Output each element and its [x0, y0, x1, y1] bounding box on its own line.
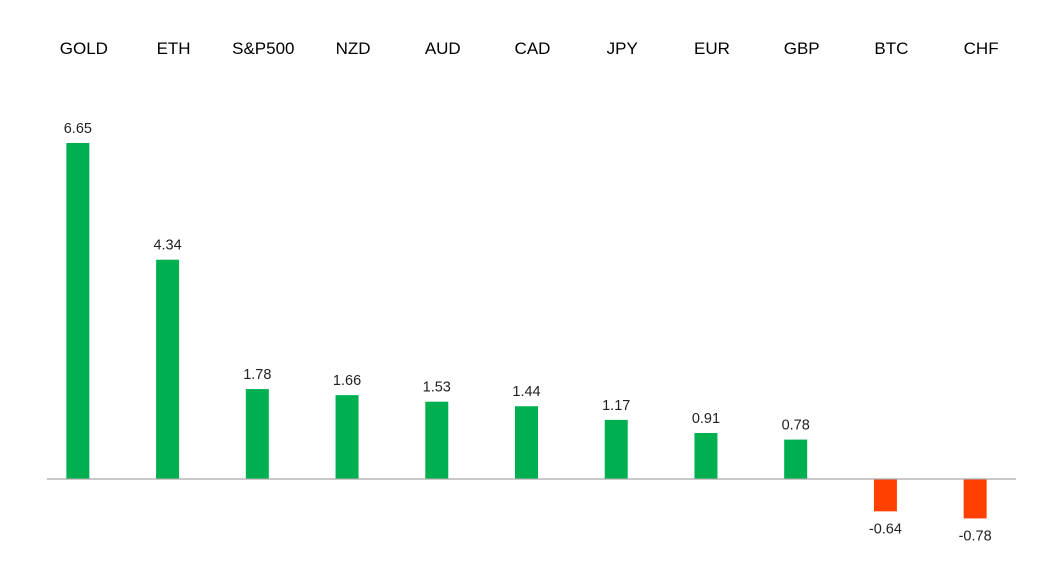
bar-sandp500	[245, 389, 269, 479]
value-label-aud: 1.53	[423, 380, 451, 396]
category-label-aud: AUD	[425, 39, 461, 58]
category-label-sandp500: S&P500	[232, 39, 294, 58]
value-label-chf: -0.78	[959, 528, 992, 544]
bar-btc	[873, 479, 897, 512]
bar-eur	[694, 433, 718, 479]
bars	[66, 143, 987, 519]
value-label-jpy: 1.17	[602, 398, 630, 414]
bar-aud	[425, 401, 449, 479]
category-label-jpy: JPY	[607, 39, 638, 58]
value-label-btc: -0.64	[869, 521, 902, 537]
value-labels: 6.65 4.34 1.78 1.66 1.53 1.44 1.17 0.91 0.78 -0.6…	[64, 121, 992, 544]
bar-nzd	[335, 395, 359, 479]
category-label-cad: CAD	[515, 39, 551, 58]
value-label-eth: 4.34	[153, 238, 181, 254]
category-label-gold: GOLD	[60, 39, 108, 58]
value-label-eur: 0.91	[692, 411, 720, 427]
value-label-gbp: 0.78	[782, 418, 810, 434]
bar-gold	[66, 143, 90, 479]
category-label-gbp: GBP	[784, 39, 820, 58]
value-label-cad: 1.44	[512, 384, 540, 400]
bar-jpy	[604, 419, 628, 479]
category-label-nzd: NZD	[336, 39, 371, 58]
bar-gbp	[784, 439, 808, 479]
category-label-chf: CHF	[964, 39, 999, 58]
value-label-gold: 6.65	[64, 121, 92, 137]
value-label-nzd: 1.66	[333, 373, 361, 389]
bar-eth	[156, 259, 180, 479]
category-label-btc: BTC	[874, 39, 908, 58]
bar-chf	[963, 479, 987, 519]
value-label-sandp500: 1.78	[243, 367, 271, 383]
bar-cad	[515, 406, 538, 479]
category-label-eur: EUR	[694, 39, 730, 58]
category-labels: GOLD ETH S&P500 NZD AUD CAD JPY EUR GBP BTC CHF	[60, 39, 999, 58]
category-label-eth: ETH	[157, 39, 191, 58]
